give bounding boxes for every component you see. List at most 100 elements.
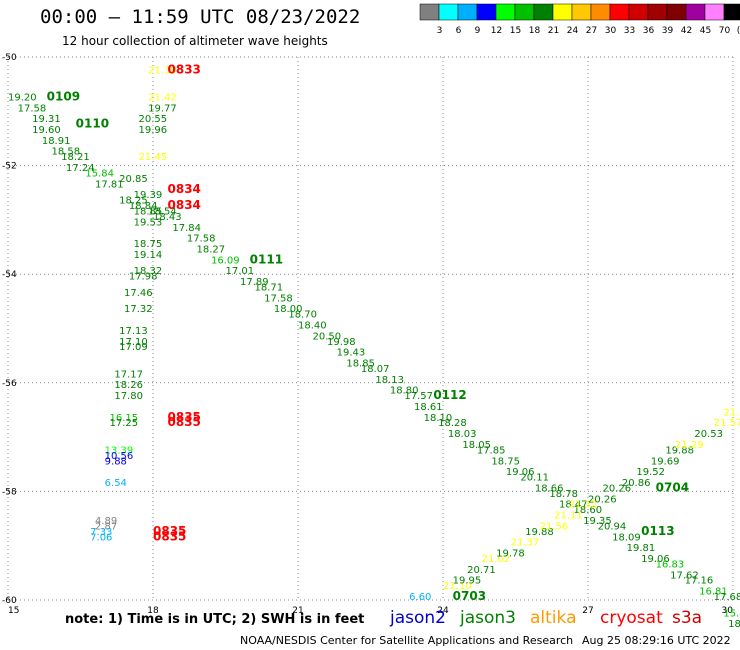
wave-height-label: 6.54 xyxy=(105,478,127,489)
pass-label: 0112 xyxy=(433,388,466,402)
wave-height-label: 17.81 xyxy=(95,179,124,190)
colorbar-label: 27 xyxy=(586,26,597,36)
wave-height-label: 19.98 xyxy=(327,337,356,348)
wave-height-label: 9.88 xyxy=(105,456,127,467)
wave-height-label: 17.80 xyxy=(114,391,143,402)
wave-height-label: 18.84 xyxy=(129,201,158,212)
wave-height-label: 18.28 xyxy=(438,418,467,429)
page-subtitle: 12 hour collection of altimeter wave hei… xyxy=(62,34,328,48)
wave-height-label: 16.15 xyxy=(110,413,139,424)
wave-height-label: 19.60 xyxy=(32,125,61,136)
wave-height-label: 18.75 xyxy=(491,456,520,467)
wave-height-label: 15.47 xyxy=(723,608,740,619)
wave-height-label: 17.85 xyxy=(477,445,506,456)
wave-height-label: 19.31 xyxy=(32,114,61,125)
wave-height-label: 18.26 xyxy=(114,380,143,391)
y-tick-label: -58 xyxy=(2,487,17,497)
wave-height-label: 18.71 xyxy=(255,282,284,293)
wave-height-label: 18.78 xyxy=(549,489,578,500)
wave-height-label: 18.25 xyxy=(119,196,148,207)
wave-height-label: 18.47 xyxy=(559,500,588,511)
wave-height-label: 18.00 xyxy=(274,304,303,315)
wave-height-label: 17.25 xyxy=(110,418,139,429)
pass-label: 0835 xyxy=(153,529,186,543)
wave-height-label: 18.80 xyxy=(390,386,419,397)
wave-height-label: 17.58 xyxy=(264,293,293,304)
wave-height-label: 18.75 xyxy=(134,239,163,250)
wave-height-label: 20.86 xyxy=(622,478,651,489)
wave-height-label: 21.11 xyxy=(554,511,583,522)
colorbar-label: 36 xyxy=(643,26,655,36)
wave-height-label: 21.45 xyxy=(139,152,168,163)
wave-height-label: 19.53 xyxy=(134,217,163,228)
y-tick-label: -56 xyxy=(2,379,17,389)
wave-height-label: 17.17 xyxy=(114,369,143,380)
colorbar-label: 24 xyxy=(567,26,579,36)
wave-height-label: 20.53 xyxy=(694,429,723,440)
y-tick-label: -50 xyxy=(2,53,17,63)
wave-height-label: 21.02 xyxy=(482,554,511,565)
wave-height-label: 7.33 xyxy=(90,527,112,538)
satellite-jason2: jason2 xyxy=(390,608,446,628)
wave-height-label: 18.58 xyxy=(52,147,81,158)
wave-height-label: 17.16 xyxy=(685,576,714,587)
wave-height-label: 21.59 xyxy=(723,407,740,418)
pass-label: 0835 xyxy=(168,410,201,424)
page-title: 00:00 – 11:59 UTC 08/23/2022 xyxy=(40,6,361,28)
wave-height-label: 18.54 xyxy=(148,206,177,217)
wave-height-label: 18.40 xyxy=(298,321,327,332)
wave-height-label: 19.78 xyxy=(496,549,525,560)
satellite-jason3: jason3 xyxy=(460,608,516,628)
wave-height-label: 16.81 xyxy=(699,587,728,598)
wave-height-label: 21.29 xyxy=(675,440,704,451)
wave-height-label: 19.35 xyxy=(583,516,612,527)
wave-height-label: 19.06 xyxy=(506,467,535,478)
wave-height-label: 17.10 xyxy=(119,337,148,348)
colorbar-label: 9 xyxy=(475,26,481,36)
colorbar-label: 3 xyxy=(437,26,443,36)
wave-height-label: 18.70 xyxy=(288,310,317,321)
wave-height-label: 17.68 xyxy=(714,592,740,603)
wave-height-label: 18.10 xyxy=(424,413,453,424)
wave-height-label: 18.13 xyxy=(375,375,404,386)
wave-height-label: 17.62 xyxy=(670,570,699,581)
wave-height-label: 17.09 xyxy=(119,342,148,353)
wave-height-label: 18.60 xyxy=(574,505,603,516)
wave-height-label: 19.88 xyxy=(665,445,694,456)
colorbar-label: 6 xyxy=(456,26,462,36)
wave-height-label: 20.71 xyxy=(467,565,496,576)
wave-height-label: 21.32 xyxy=(569,500,598,511)
wave-height-label: 18.09 xyxy=(612,532,641,543)
wave-height-label: 21.37 xyxy=(511,538,540,549)
wave-height-label: 17.01 xyxy=(226,266,255,277)
wave-height-label: 18.85 xyxy=(134,206,163,217)
wave-height-label: 18.61 xyxy=(414,402,443,413)
wave-height-label: 18.85 xyxy=(346,359,375,370)
y-tick-label: -60 xyxy=(2,596,17,606)
wave-height-label: 16.09 xyxy=(211,255,240,266)
wave-height-label: 17.24 xyxy=(66,163,95,174)
wave-height-label: 18.21 xyxy=(61,152,90,163)
pass-label: 0833 xyxy=(168,62,201,76)
y-tick-label: -52 xyxy=(2,162,17,172)
satellite-cryosat: cryosat xyxy=(600,608,663,628)
wave-height-label: 19.06 xyxy=(641,554,670,565)
wave-height-label: 10.56 xyxy=(105,451,134,462)
footer-note: note: 1) Time is in UTC; 2) SWH is in fe… xyxy=(65,612,365,627)
colorbar-label: 18 xyxy=(529,26,541,36)
wave-height-label: 20.26 xyxy=(588,494,617,505)
wave-height-label: 16.83 xyxy=(656,559,685,570)
wave-height-label: 17.89 xyxy=(240,277,269,288)
wave-height-label: 13.39 xyxy=(105,445,134,456)
pass-label: 0834 xyxy=(168,182,201,196)
wave-height-label: 19.43 xyxy=(337,348,366,359)
wave-height-label: 18.91 xyxy=(42,136,71,147)
wave-height-label: 21.39 xyxy=(148,65,177,76)
wave-height-label: 17.46 xyxy=(124,288,153,299)
colorbar-swatch xyxy=(723,3,740,21)
x-tick-label: 30 xyxy=(722,606,734,616)
pass-label: 0834 xyxy=(168,198,201,212)
wave-height-label: 18.66 xyxy=(535,483,564,494)
